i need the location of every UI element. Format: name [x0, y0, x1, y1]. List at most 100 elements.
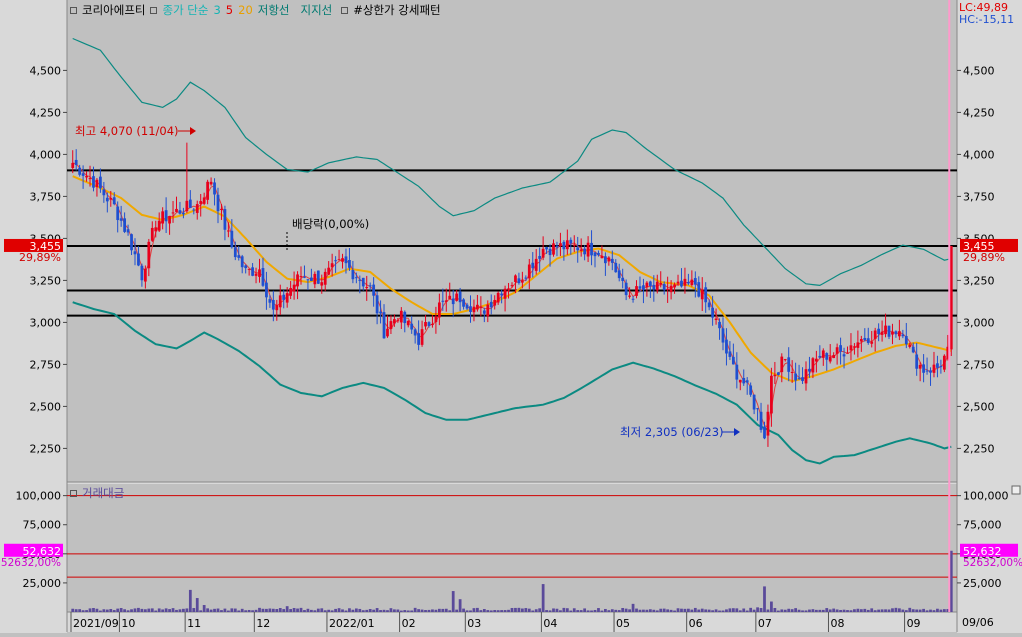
- volume-bar: [731, 608, 735, 612]
- candle-body: [583, 248, 587, 255]
- volume-bar: [946, 609, 950, 612]
- candle-body: [752, 394, 756, 410]
- candle-body: [728, 351, 732, 357]
- volume-bar: [839, 609, 842, 612]
- candle-body: [763, 426, 766, 439]
- volume-bar: [233, 608, 237, 612]
- candle-body: [856, 342, 860, 348]
- volume-bar: [306, 608, 310, 612]
- legend-box-icon: [150, 6, 158, 14]
- volume-bar: [607, 610, 611, 612]
- volume-bar: [451, 591, 455, 612]
- candle-body: [358, 279, 362, 281]
- volume-bar: [676, 608, 680, 612]
- volume-bar: [88, 608, 92, 612]
- candle-body: [213, 182, 216, 195]
- volume-bar: [863, 608, 867, 612]
- volume-bar: [693, 607, 697, 612]
- resistance-label[interactable]: 저항선: [257, 3, 290, 17]
- candle-body: [71, 162, 75, 168]
- panel-resize-handle[interactable]: [1011, 485, 1021, 495]
- candle-body: [289, 288, 293, 296]
- candle-body: [621, 277, 625, 281]
- volume-bar: [628, 609, 631, 612]
- x-tick-label: 05: [616, 617, 630, 630]
- volume-y-tick-label-right: 25,000: [963, 577, 1002, 590]
- volume-bar: [538, 608, 542, 612]
- candle-body: [306, 279, 310, 281]
- pattern-label[interactable]: #상한가 강세패턴: [353, 3, 441, 17]
- volume-bar: [147, 608, 151, 612]
- candle-body: [541, 248, 545, 258]
- volume-bar: [178, 609, 182, 612]
- volume-bar: [552, 608, 555, 612]
- volume-bar: [901, 609, 905, 612]
- volume-bar: [389, 608, 393, 612]
- candle-body: [230, 230, 234, 248]
- candle-body: [614, 262, 618, 273]
- candle-body: [718, 321, 721, 329]
- volume-bar: [808, 609, 811, 612]
- volume-bar: [597, 608, 600, 612]
- volume-bar: [168, 609, 171, 612]
- volume-bar: [247, 609, 251, 612]
- ma-label[interactable]: 종가 단순: [162, 3, 209, 17]
- volume-bar: [448, 610, 452, 612]
- candle-body: [655, 281, 659, 291]
- volume-bar: [413, 607, 417, 612]
- candle-body: [78, 167, 82, 175]
- volume-bar: [285, 606, 289, 612]
- candle-body: [514, 275, 517, 282]
- volume-bar: [119, 608, 123, 612]
- volume-bar: [323, 610, 327, 612]
- volume-bar: [738, 610, 742, 612]
- candle-body: [870, 341, 874, 344]
- stock-name[interactable]: 코리아에프티: [82, 3, 146, 17]
- candle-body: [617, 270, 621, 279]
- volume-bar: [770, 601, 773, 612]
- candle-body: [510, 285, 514, 287]
- volume-bar: [472, 608, 476, 612]
- candle-body: [496, 292, 500, 303]
- candle-body: [472, 306, 476, 313]
- candle-body: [168, 216, 171, 224]
- candle-body: [451, 298, 455, 305]
- volume-legend: 거래대금: [70, 485, 124, 501]
- volume-bar: [631, 603, 635, 612]
- volume-bar: [161, 609, 165, 612]
- candle-body: [434, 316, 438, 323]
- candle-body: [783, 359, 787, 361]
- volume-bar: [386, 610, 389, 612]
- high-annotation: 최고 4,070 (11/04): [75, 124, 179, 138]
- volume-bar: [936, 608, 939, 612]
- volume-bar: [382, 609, 386, 612]
- candle-body: [143, 268, 147, 282]
- candle-body: [482, 310, 486, 314]
- candle-body: [949, 245, 953, 350]
- candle-body: [859, 339, 863, 342]
- candle-body: [904, 336, 908, 345]
- volume-bar: [790, 609, 794, 612]
- candle-body: [282, 294, 286, 300]
- volume-bar: [358, 608, 362, 612]
- volume-bar: [898, 608, 901, 612]
- candle-body: [427, 322, 431, 326]
- volume-bar: [655, 610, 659, 612]
- candle-body: [880, 331, 884, 335]
- candle-body: [662, 283, 666, 291]
- candle-body: [479, 307, 483, 309]
- y-tick-label-left: 4,000: [30, 148, 62, 161]
- support-label[interactable]: 지지선: [300, 3, 333, 17]
- candle-body: [116, 206, 120, 221]
- candle-body: [216, 194, 220, 212]
- candle-body: [666, 288, 670, 290]
- candle-body: [233, 247, 237, 258]
- volume-bar: [859, 609, 863, 612]
- volume-bar: [884, 609, 887, 612]
- candle-body: [607, 257, 611, 262]
- volume-bar: [541, 584, 545, 612]
- volume-bar: [700, 608, 704, 612]
- volume-bar: [424, 610, 427, 612]
- volume-bar: [766, 609, 770, 612]
